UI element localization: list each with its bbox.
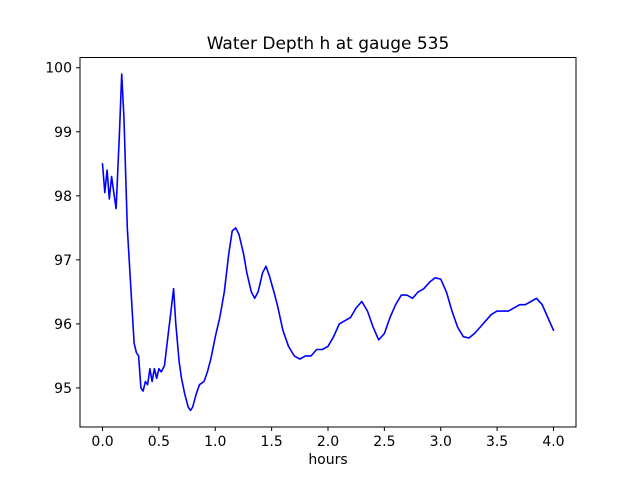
x-tick-label: 2.5 <box>373 434 395 450</box>
x-tick-label: 2.0 <box>317 434 339 450</box>
line-series <box>101 73 555 412</box>
y-tick-label: 96 <box>54 317 72 333</box>
x-tick-label: 4.0 <box>542 434 564 450</box>
y-tick-label: 100 <box>45 61 72 77</box>
x-tick-label: 3.5 <box>486 434 508 450</box>
x-axis-label: hours <box>308 452 348 468</box>
x-tick-label: 1.5 <box>261 434 283 450</box>
y-tick-label: 97 <box>54 253 72 269</box>
x-tick-label: 0.0 <box>91 434 113 450</box>
chart-title: Water Depth h at gauge 535 <box>206 34 450 54</box>
y-tick-label: 98 <box>54 189 72 205</box>
y-tick-label: 95 <box>54 381 72 397</box>
x-tick-label: 3.0 <box>430 434 452 450</box>
x-tick-label: 0.5 <box>148 434 170 450</box>
y-tick-label: 99 <box>54 125 72 141</box>
x-tick-label: 1.0 <box>204 434 226 450</box>
